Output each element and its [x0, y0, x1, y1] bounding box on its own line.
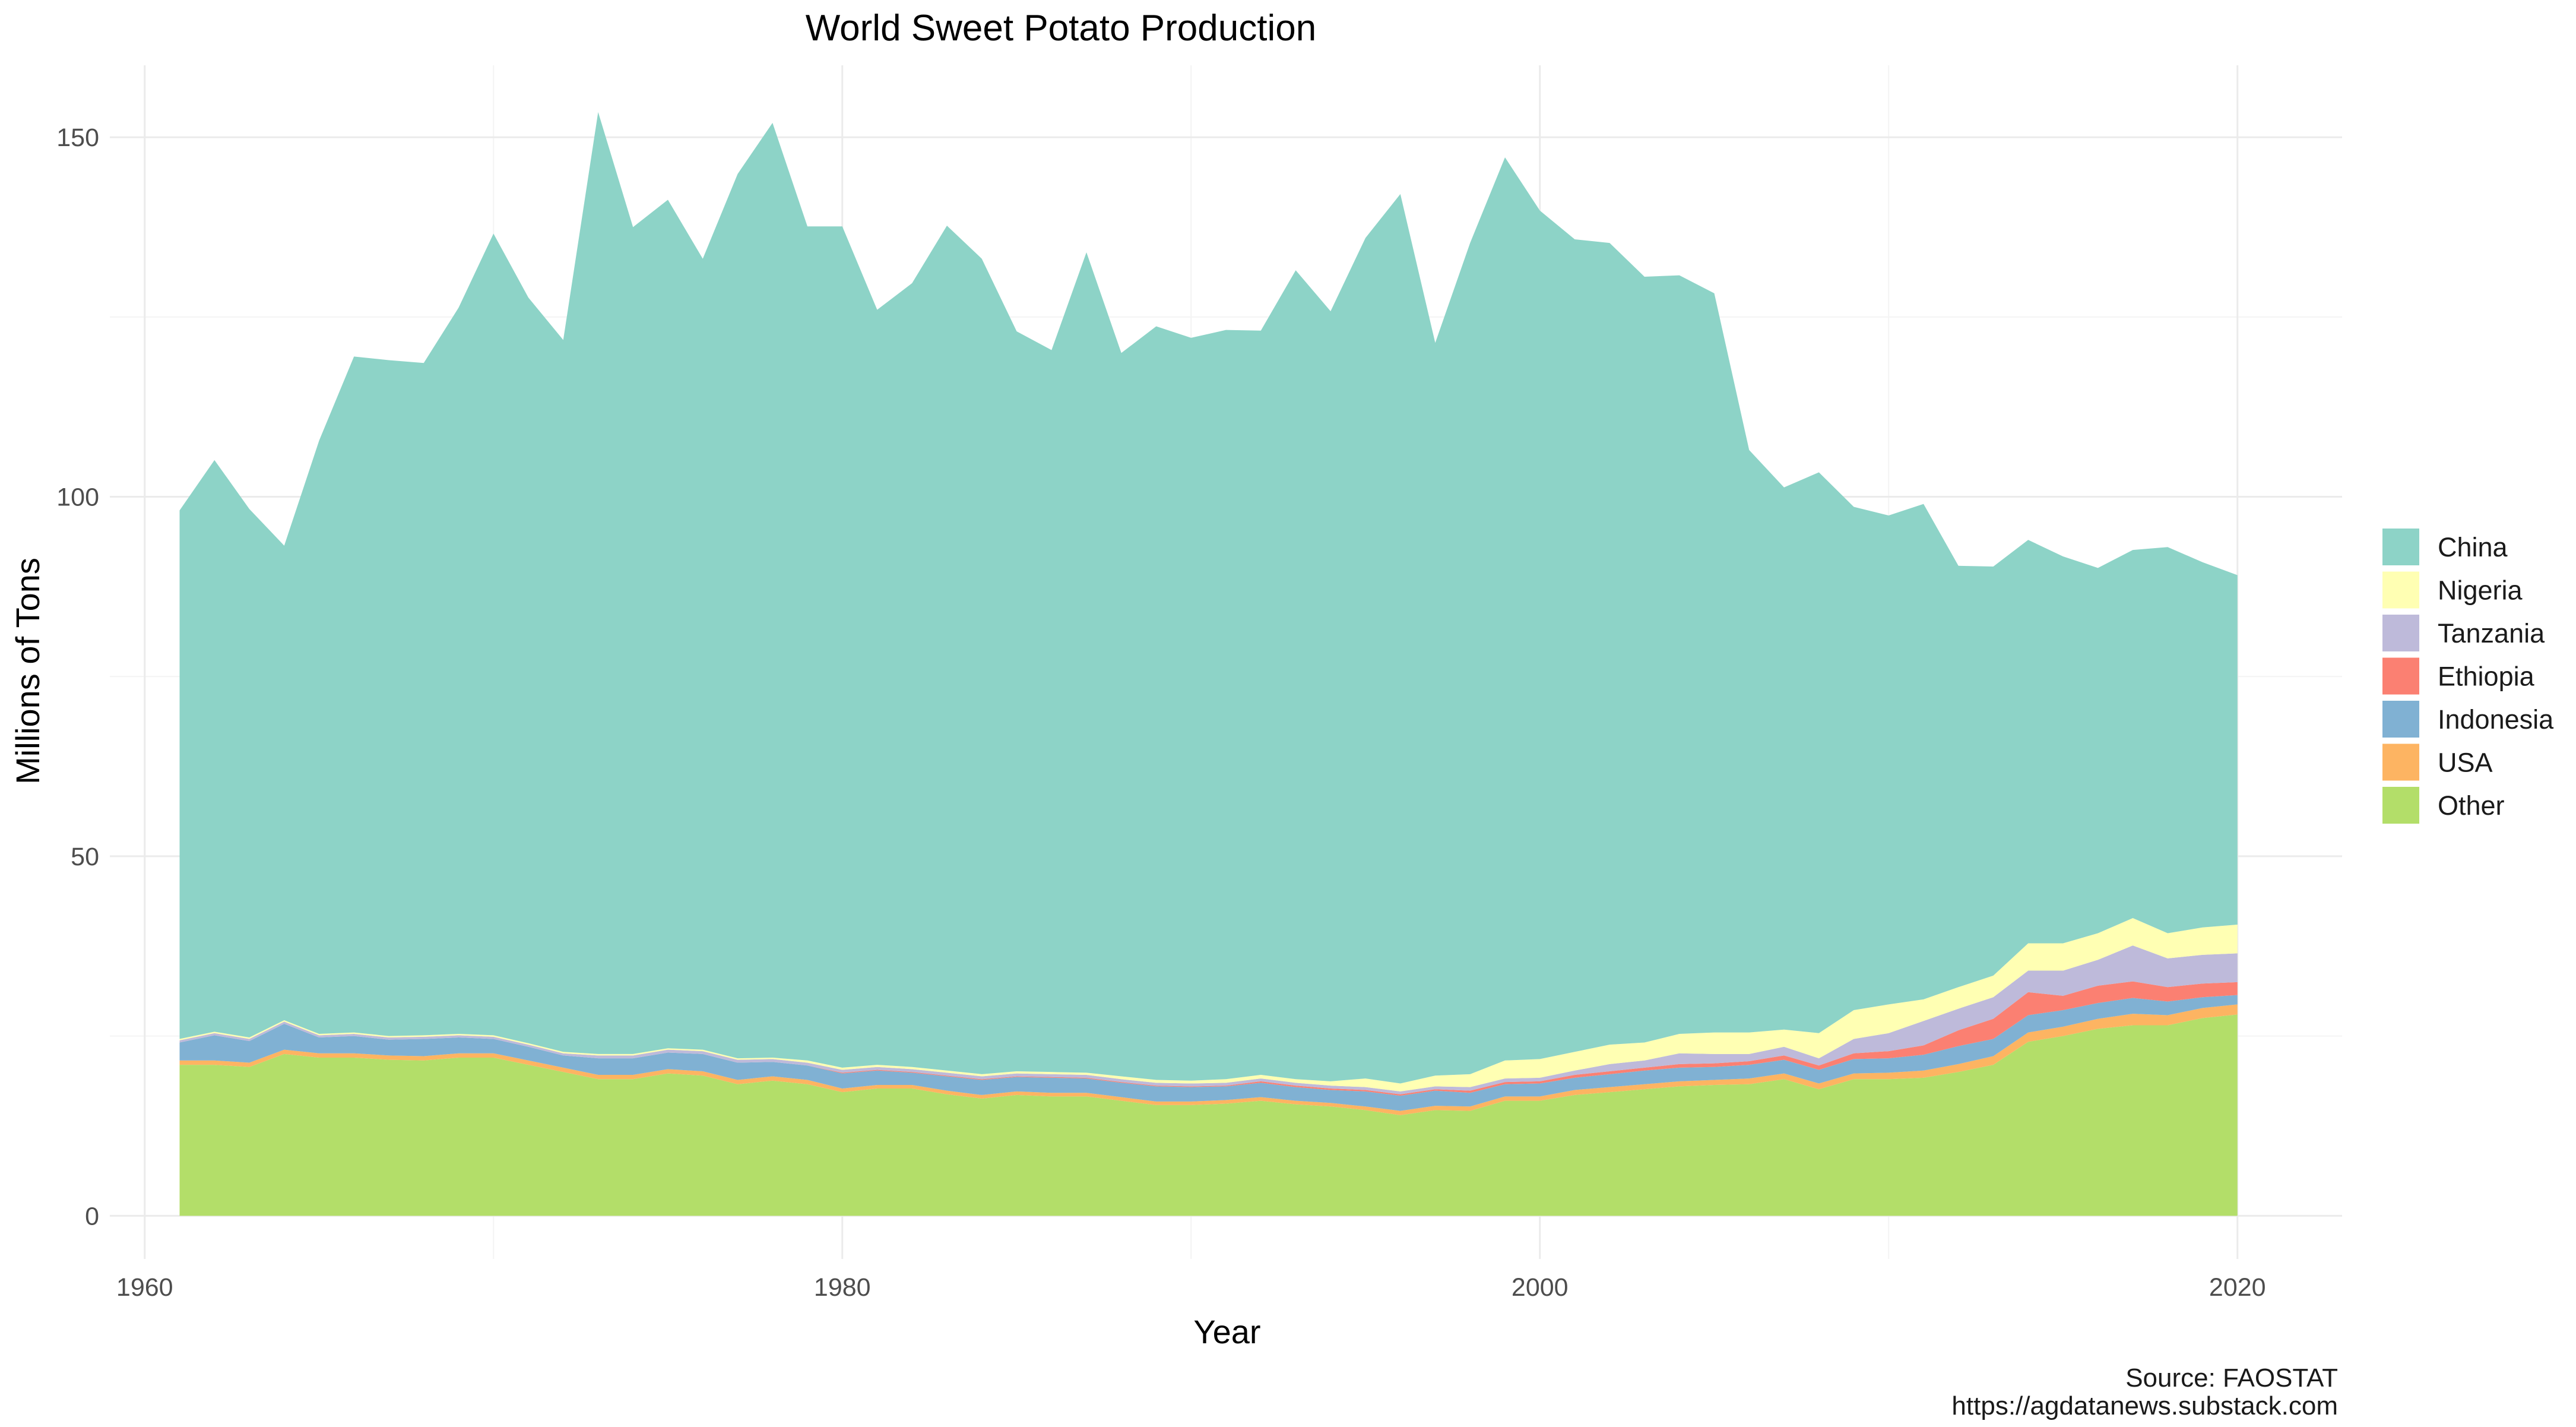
area-tanzania	[179, 945, 2238, 1094]
area-china	[179, 112, 2238, 1084]
legend-key-china	[2382, 529, 2419, 565]
x-tick-label: 1980	[814, 1273, 871, 1302]
x-tick-label: 1960	[116, 1273, 173, 1302]
caption-source: Source: FAOSTAT	[2125, 1363, 2338, 1393]
area-series	[179, 112, 2238, 1216]
legend-label-nigeria: Nigeria	[2438, 575, 2523, 606]
legend-key-nigeria	[2382, 571, 2419, 609]
y-axis-ticks: 0 50 100 150	[56, 124, 99, 1230]
x-tick-label: 2020	[2209, 1273, 2266, 1302]
y-tick-label: 100	[56, 483, 99, 512]
y-tick-label: 50	[71, 843, 99, 871]
legend-label-china: China	[2438, 532, 2508, 562]
legend-label-other: Other	[2438, 790, 2505, 821]
legend-label-ethiopia: Ethiopia	[2438, 662, 2535, 692]
legend-key-other	[2382, 787, 2419, 824]
legend-key-indonesia	[2382, 701, 2419, 738]
legend-key-usa	[2382, 743, 2419, 781]
caption-url: https://agdatanews.substack.com	[1951, 1391, 2338, 1420]
legend-key-ethiopia	[2382, 657, 2419, 695]
x-tick-label: 2000	[1512, 1273, 1569, 1302]
legend-label-indonesia: Indonesia	[2438, 704, 2554, 735]
chart-title: World Sweet Potato Production	[806, 8, 1316, 49]
legend-label-usa: USA	[2438, 748, 2493, 778]
legend-key-tanzania	[2382, 615, 2419, 651]
y-tick-label: 0	[85, 1202, 99, 1230]
x-axis-ticks: 1960 1980 2000 2020	[116, 1273, 2266, 1302]
area-nigeria	[179, 918, 2238, 1091]
area-indonesia	[179, 995, 2238, 1111]
legend-label-tanzania: Tanzania	[2438, 618, 2545, 648]
y-axis-title: Millions of Tons	[9, 558, 46, 784]
x-axis-title: Year	[1193, 1313, 1260, 1350]
area-ethiopia	[179, 981, 2238, 1096]
area-other	[179, 1014, 2238, 1216]
legend: China Nigeria Tanzania Ethiopia Indonesia USA…	[2382, 529, 2554, 824]
y-tick-label: 150	[56, 124, 99, 152]
